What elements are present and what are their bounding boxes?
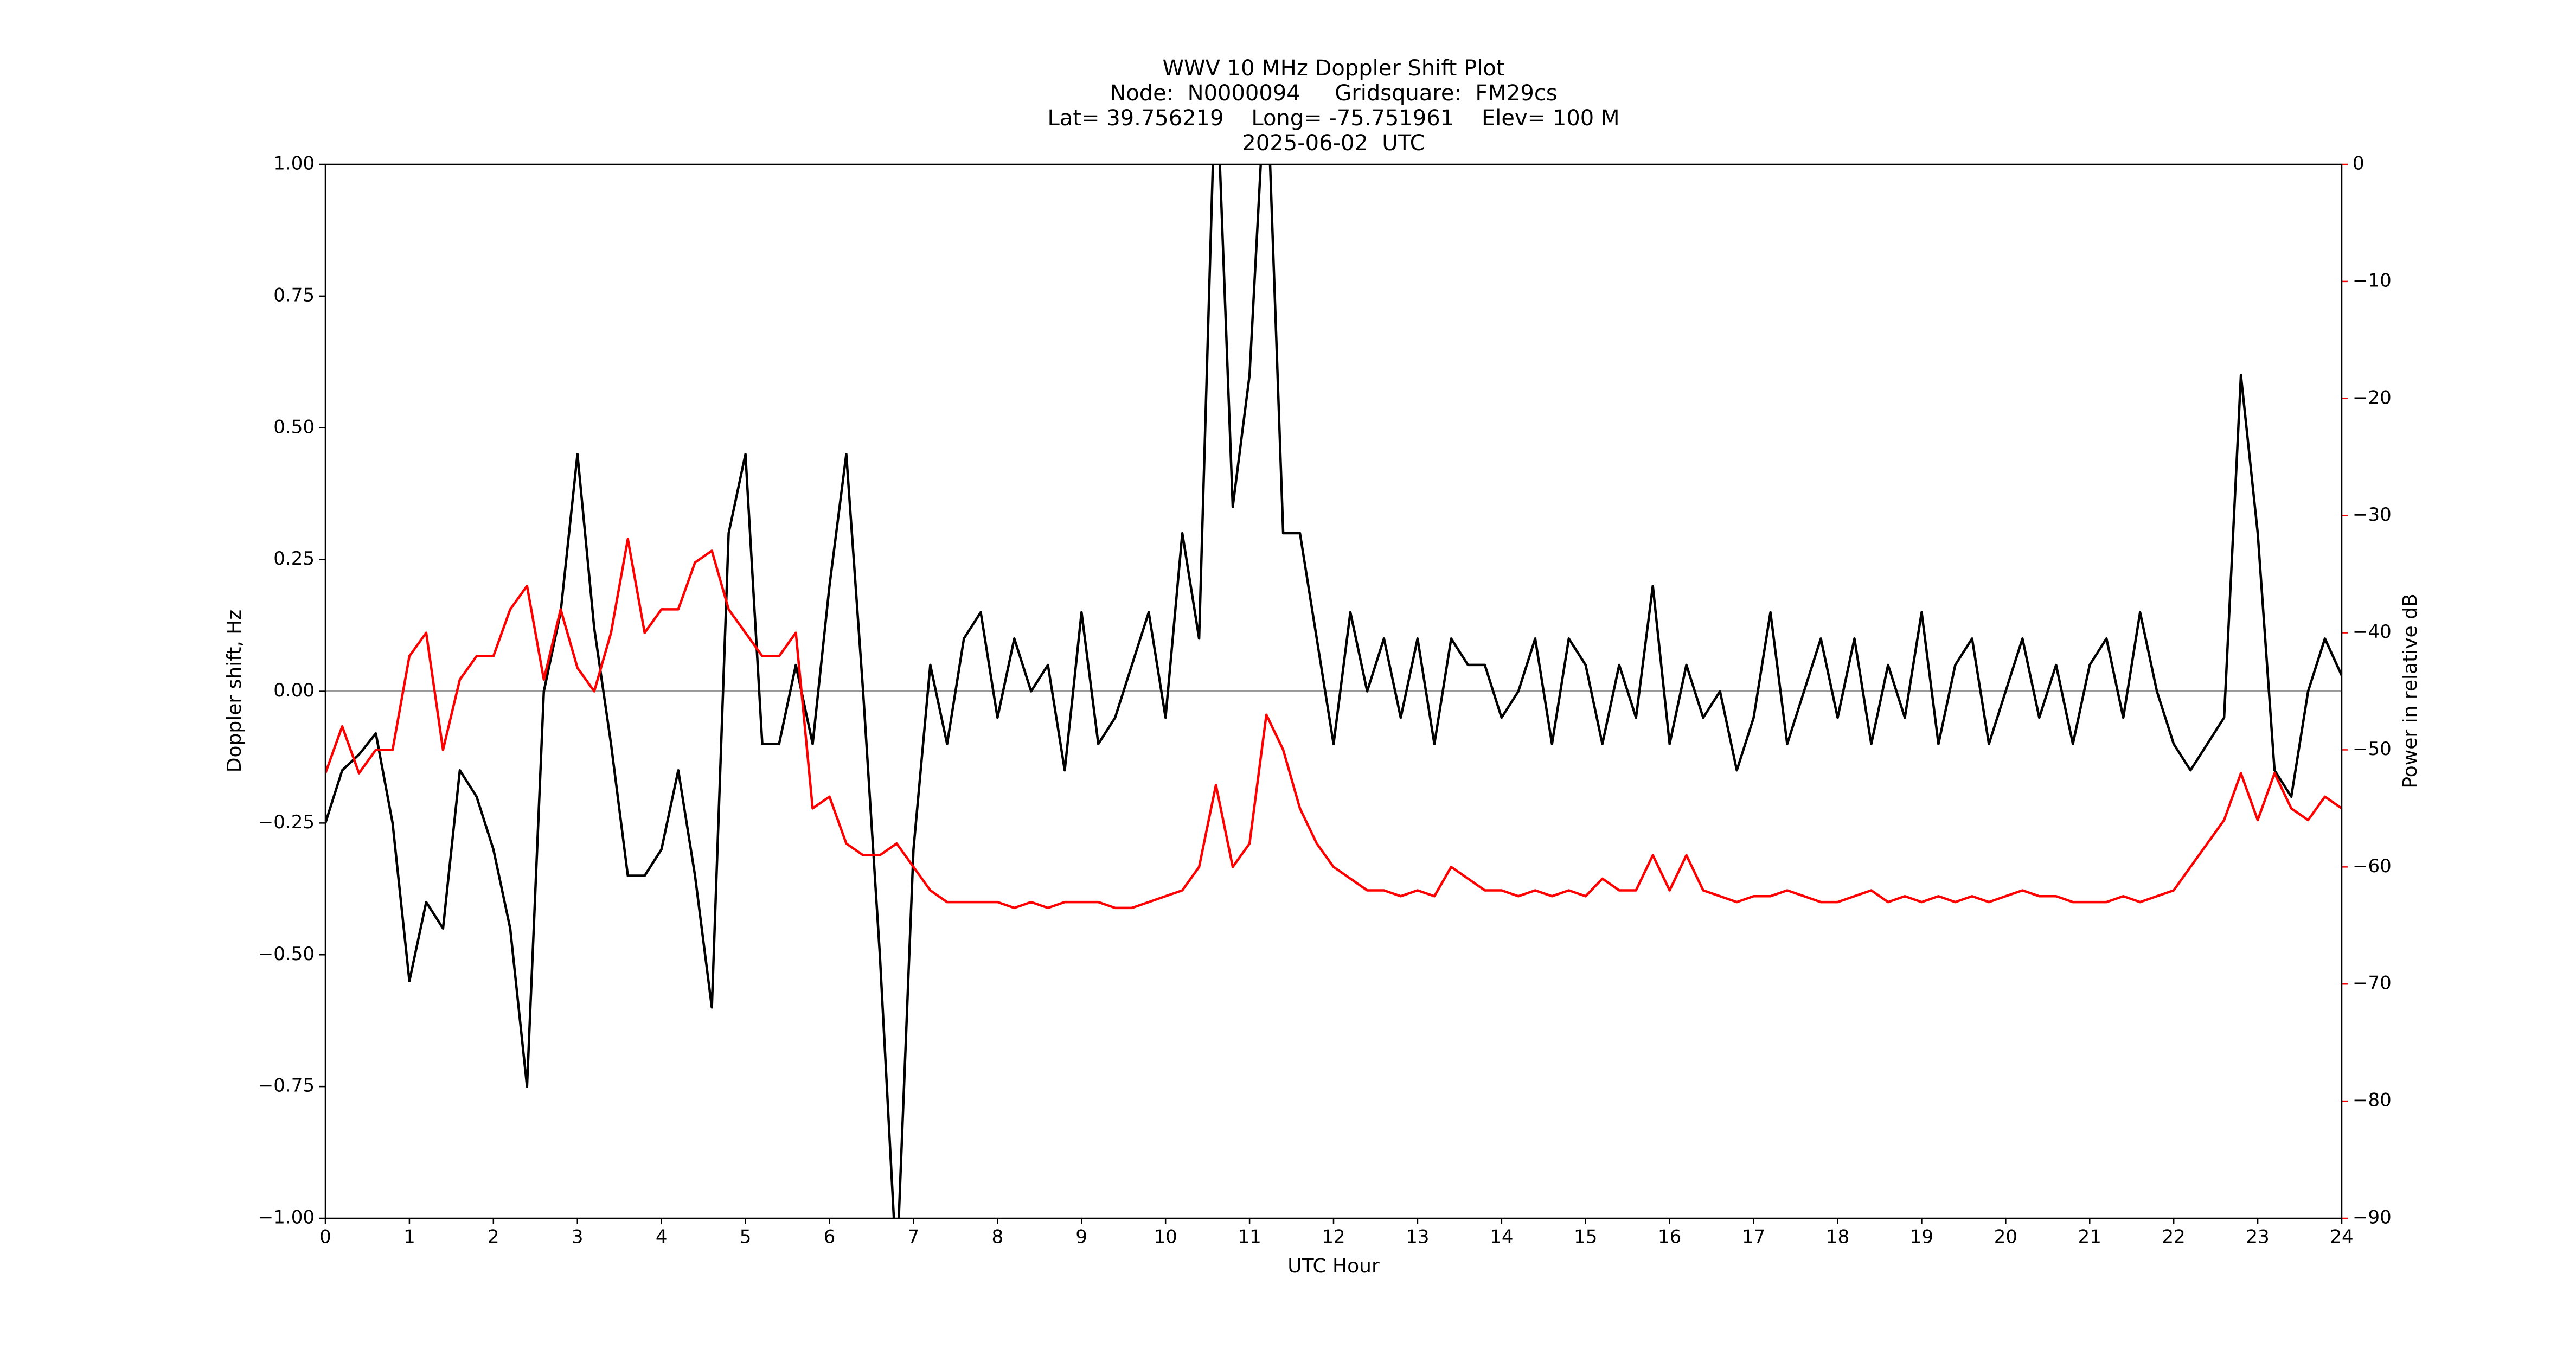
x-tick-label: 17 xyxy=(1742,1226,1765,1248)
y2-tick-label: −80 xyxy=(2353,1090,2392,1111)
y-tick-label: 1.00 xyxy=(273,153,315,175)
x-tick-label: 16 xyxy=(1658,1226,1681,1248)
x-tick-label: 1 xyxy=(403,1226,415,1248)
plot-area xyxy=(325,164,2342,1218)
y2-axis-label: Power in relative dB xyxy=(2399,593,2421,788)
x-tick-label: 5 xyxy=(740,1226,752,1248)
y2-tick-label: 0 xyxy=(2353,153,2364,175)
series-line xyxy=(325,164,2342,1218)
y-tick-label: −0.50 xyxy=(258,943,315,965)
y2-tick-label: −50 xyxy=(2353,738,2392,760)
x-tick-label: 18 xyxy=(1826,1226,1849,1248)
x-tick-label: 11 xyxy=(1238,1226,1261,1248)
x-tick-label: 15 xyxy=(1574,1226,1597,1248)
plot-frame xyxy=(324,163,2343,1219)
x-tick-label: 8 xyxy=(992,1226,1004,1248)
y-tick-label: −1.00 xyxy=(258,1207,315,1229)
x-tick-label: 0 xyxy=(319,1226,331,1248)
chart-subtitle: Lat= 39.756219 Long= -75.751961 Elev= 10… xyxy=(1048,106,1620,131)
y-tick-label: 0.25 xyxy=(273,548,315,570)
x-tick-label: 12 xyxy=(1322,1226,1345,1248)
x-tick-label: 24 xyxy=(2330,1226,2353,1248)
y2-tick-label: −30 xyxy=(2353,504,2392,526)
x-tick-label: 7 xyxy=(908,1226,920,1248)
x-tick-label: 21 xyxy=(2078,1226,2101,1248)
series-line xyxy=(325,538,2342,910)
x-tick-label: 19 xyxy=(1910,1226,1933,1248)
y-tick-label: 0.75 xyxy=(273,284,315,306)
x-tick-label: 22 xyxy=(2162,1226,2186,1248)
x-tick-label: 4 xyxy=(656,1226,668,1248)
y2-tick-label: −90 xyxy=(2353,1207,2392,1229)
chart-subtitle: Node: N0000094 Gridsquare: FM29cs xyxy=(1110,81,1557,106)
y-tick-label: −0.25 xyxy=(258,811,315,833)
x-tick-label: 14 xyxy=(1490,1226,1513,1248)
y2-tick-label: −60 xyxy=(2353,855,2392,877)
x-tick-label: 3 xyxy=(572,1226,584,1248)
x-tick-label: 20 xyxy=(1994,1226,2017,1248)
y-tick-label: −0.75 xyxy=(258,1075,315,1097)
x-tick-label: 10 xyxy=(1154,1226,1177,1248)
x-tick-label: 2 xyxy=(488,1226,499,1248)
chart-title: WWV 10 MHz Doppler Shift Plot xyxy=(1162,56,1504,81)
x-tick-label: 6 xyxy=(824,1226,836,1248)
x-tick-label: 23 xyxy=(2246,1226,2269,1248)
x-axis-label: UTC Hour xyxy=(1287,1255,1380,1277)
y2-tick-label: −70 xyxy=(2353,973,2392,994)
x-tick-label: 13 xyxy=(1406,1226,1429,1248)
y-tick-label: 0.00 xyxy=(273,680,315,701)
x-tick-label: 9 xyxy=(1075,1226,1087,1248)
y2-tick-label: −10 xyxy=(2353,270,2392,291)
y2-tick-label: −40 xyxy=(2353,621,2392,643)
y-axis-label: Doppler shift, Hz xyxy=(223,610,246,772)
y2-tick-label: −20 xyxy=(2353,387,2392,408)
chart-subtitle: 2025-06-02 UTC xyxy=(1242,131,1425,156)
y-tick-label: 0.50 xyxy=(273,416,315,438)
